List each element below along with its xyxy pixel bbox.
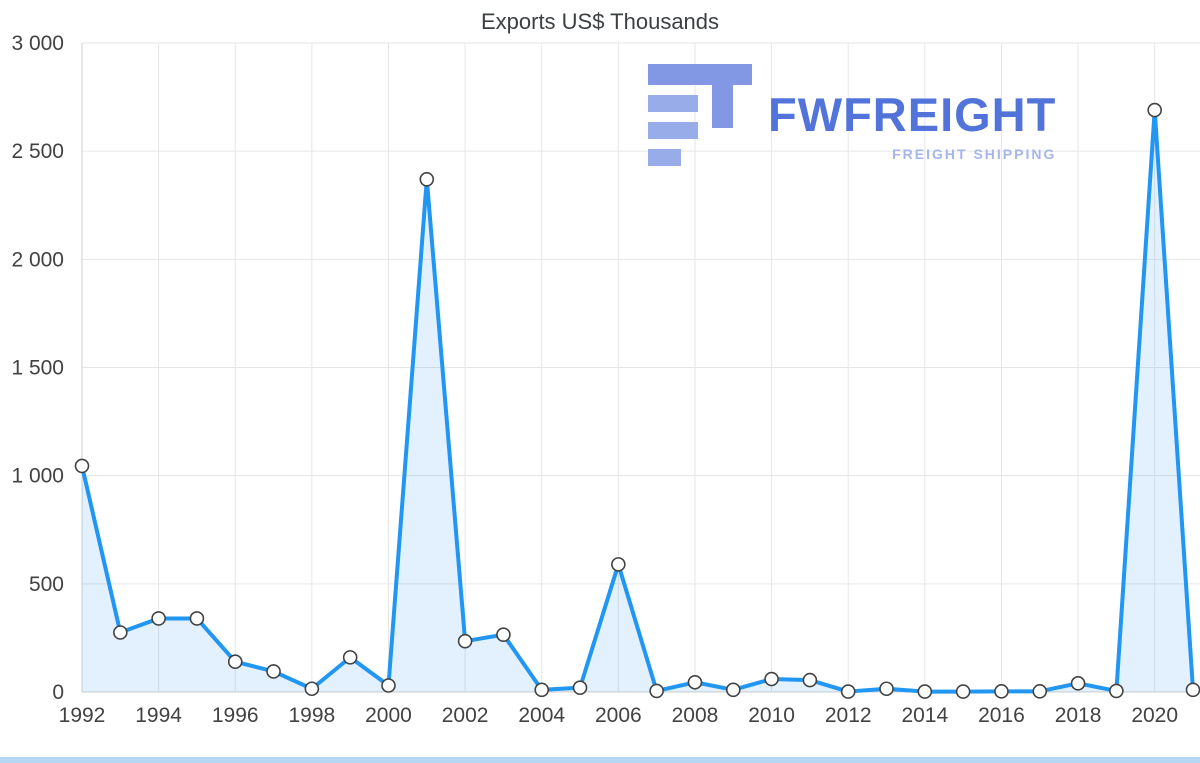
x-tick-label: 2020 <box>1131 704 1178 727</box>
data-point-marker[interactable] <box>151 611 166 626</box>
logo-bar-bottom <box>648 149 681 166</box>
data-point-marker[interactable] <box>1032 684 1048 699</box>
x-tick-label: 1994 <box>135 704 182 727</box>
data-point-marker[interactable] <box>572 680 588 695</box>
data-point-marker[interactable] <box>189 611 205 626</box>
chart-title: Exports US$ Thousands <box>480 9 720 34</box>
x-tick-label: 2006 <box>595 704 642 727</box>
data-point-marker[interactable] <box>266 664 281 679</box>
x-tick-label: 2018 <box>1055 704 1102 727</box>
y-tick-label: 1 000 <box>11 465 64 488</box>
logo-bar-top <box>648 64 752 85</box>
data-point-marker[interactable] <box>917 684 933 699</box>
y-tick-label: 2 000 <box>11 248 64 271</box>
data-point-marker[interactable] <box>994 684 1009 699</box>
data-point-marker[interactable] <box>1109 683 1124 699</box>
logo-text: FWFREIGHT FREIGHT SHIPPING <box>768 64 1056 162</box>
brand-watermark: FWFREIGHT FREIGHT SHIPPING <box>648 64 1056 176</box>
x-tick-label: 2000 <box>365 704 412 727</box>
logo-bar-mid2 <box>648 122 698 139</box>
data-point-marker[interactable] <box>381 678 396 693</box>
data-point-marker[interactable] <box>74 458 90 474</box>
brand-name: FWFREIGHT <box>768 88 1057 141</box>
data-point-marker[interactable] <box>649 683 664 699</box>
x-tick-label: 2008 <box>672 704 719 727</box>
bottom-accent-bar <box>0 757 1200 763</box>
data-point-marker[interactable] <box>1185 682 1200 698</box>
data-point-marker[interactable] <box>687 674 703 690</box>
data-point-marker[interactable] <box>304 681 320 697</box>
x-tick-label: 2002 <box>442 704 489 727</box>
y-tick-label: 500 <box>29 573 64 596</box>
data-point-marker[interactable] <box>534 682 550 698</box>
data-point-marker[interactable] <box>1147 102 1162 118</box>
data-point-marker[interactable] <box>419 171 435 187</box>
x-tick-label: 1996 <box>212 704 259 727</box>
data-point-marker[interactable] <box>955 684 971 699</box>
x-tick-label: 2004 <box>518 704 565 727</box>
data-point-marker[interactable] <box>725 682 741 698</box>
x-tick-label: 2016 <box>978 704 1025 727</box>
data-point-marker[interactable] <box>1070 676 1086 691</box>
logo-bar-stem <box>712 64 733 128</box>
fwfreight-logo-icon <box>648 64 752 166</box>
data-point-marker[interactable] <box>802 672 818 688</box>
x-tick-label: 2010 <box>748 704 795 727</box>
data-point-marker[interactable] <box>840 684 856 699</box>
area-fill <box>82 110 1193 692</box>
x-tick-label: 2014 <box>901 704 948 727</box>
data-point-marker[interactable] <box>879 681 894 697</box>
data-point-marker[interactable] <box>764 671 779 687</box>
data-point-marker[interactable] <box>457 633 473 649</box>
x-tick-label: 2012 <box>825 704 872 727</box>
data-point-marker[interactable] <box>611 557 626 572</box>
y-tick-label: 3 000 <box>11 32 64 55</box>
logo-bar-mid1 <box>648 95 698 112</box>
y-tick-label: 1 500 <box>11 357 64 380</box>
y-tick-label: 2 500 <box>11 140 64 163</box>
data-point-marker[interactable] <box>113 625 128 640</box>
y-tick-label: 0 <box>52 681 64 704</box>
data-point-marker[interactable] <box>227 654 243 670</box>
data-point-marker[interactable] <box>496 627 511 642</box>
x-tick-label: 1992 <box>59 704 106 727</box>
data-point-marker[interactable] <box>342 650 358 665</box>
brand-tagline: FREIGHT SHIPPING <box>892 146 1057 162</box>
series-line <box>80 108 1195 694</box>
x-tick-label: 1998 <box>289 704 336 727</box>
